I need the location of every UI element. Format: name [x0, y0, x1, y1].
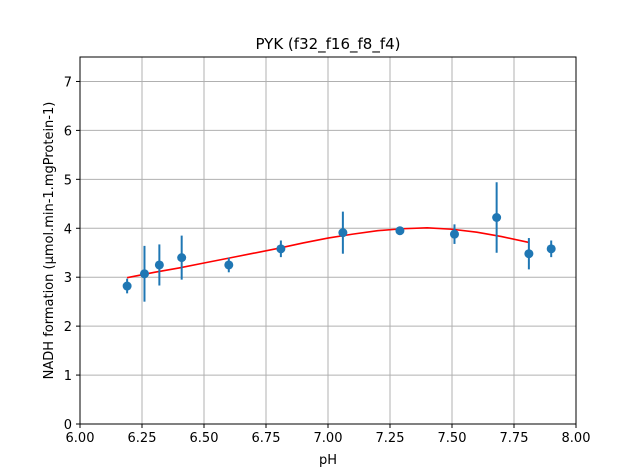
- x-tick-label: 6.50: [190, 431, 219, 446]
- x-tick-label: 7.25: [376, 431, 405, 446]
- x-tick-label: 7.75: [500, 431, 529, 446]
- data-point: [224, 260, 234, 270]
- data-point: [338, 228, 348, 238]
- fit-curve: [126, 226, 530, 279]
- y-axis-label: NADH formation (µmol.min-1.mgProtein-1): [42, 102, 57, 380]
- data-points-group: [122, 213, 556, 291]
- x-tick-label: 7.00: [314, 431, 343, 446]
- x-axis-label: pH: [319, 453, 337, 468]
- data-point: [449, 229, 459, 239]
- grid: [79, 57, 577, 425]
- chart-title: PYK (f32_f16_f8_f4): [255, 35, 400, 54]
- x-tick-label: 6.00: [66, 431, 95, 446]
- data-point: [276, 244, 286, 254]
- data-point: [546, 244, 556, 254]
- data-point: [395, 226, 405, 236]
- data-point: [492, 213, 502, 223]
- y-ticks: 0 1 2 3 4 5 6 7: [64, 75, 80, 433]
- data-point: [177, 253, 187, 263]
- x-tick-label: 6.25: [128, 431, 157, 446]
- fit-curve-group: [126, 226, 530, 279]
- y-tick-label: 0: [64, 418, 72, 433]
- x-ticks: 6.00 6.25 6.50 6.75 7.00 7.25 7.50 7.75 8.00: [66, 424, 591, 446]
- y-tick-label: 1: [64, 369, 72, 384]
- data-point: [524, 249, 534, 259]
- x-tick-label: 8.00: [562, 431, 591, 446]
- x-tick-label: 6.75: [252, 431, 281, 446]
- x-tick-label: 7.50: [438, 431, 467, 446]
- data-point: [122, 281, 132, 291]
- y-tick-label: 6: [64, 124, 72, 139]
- data-point: [139, 269, 149, 279]
- y-tick-label: 7: [64, 75, 72, 90]
- y-tick-label: 4: [64, 222, 72, 237]
- error-bars-group: [126, 182, 553, 302]
- y-tick-label: 5: [64, 173, 72, 188]
- data-point: [154, 260, 164, 270]
- y-tick-label: 3: [64, 271, 72, 286]
- y-tick-label: 2: [64, 320, 72, 335]
